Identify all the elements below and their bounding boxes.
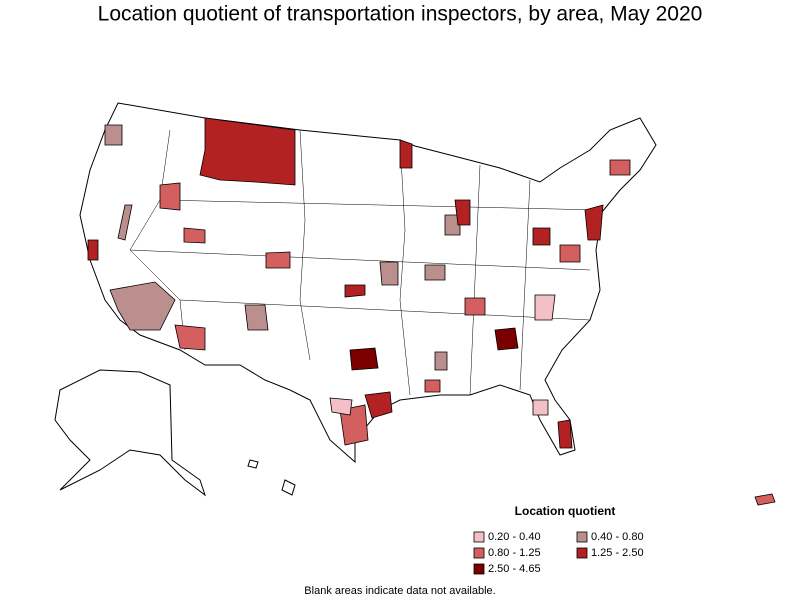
area	[87, 239, 99, 261]
area	[379, 261, 399, 286]
area	[265, 251, 291, 269]
area	[329, 397, 353, 416]
area	[534, 294, 556, 321]
legend-label: 2.50 - 4.65	[488, 563, 541, 575]
area	[609, 159, 631, 176]
area	[199, 117, 296, 186]
state-borders	[299, 129, 311, 361]
area	[754, 493, 776, 506]
area	[424, 379, 441, 393]
state-borders	[179, 299, 591, 321]
area	[584, 204, 604, 241]
state-borders	[469, 164, 481, 396]
area	[349, 347, 379, 371]
area	[364, 391, 393, 419]
state-borders	[159, 199, 601, 211]
area	[434, 351, 448, 371]
map	[54, 102, 776, 506]
area	[532, 227, 551, 246]
state-borders	[519, 179, 531, 391]
area	[183, 227, 206, 244]
area	[244, 304, 269, 331]
legend-swatch	[473, 531, 485, 543]
hawaii	[281, 479, 296, 496]
alaska	[54, 369, 206, 497]
area	[159, 182, 181, 211]
legend-swatch	[576, 531, 588, 543]
area	[464, 297, 486, 316]
area	[174, 324, 206, 351]
state-borders	[399, 139, 411, 396]
area	[454, 199, 471, 226]
legend-swatch	[473, 547, 485, 559]
legend-swatch	[576, 547, 588, 559]
area	[532, 399, 549, 416]
legend: Location quotient 0.20 - 0.40 0.40 - 0.80…	[473, 504, 644, 575]
area	[557, 419, 573, 449]
legend-swatch	[473, 563, 485, 575]
legend-title: Location quotient	[515, 504, 616, 518]
map-title: Location quotient of transportation insp…	[98, 3, 703, 26]
legend-label: 1.25 - 2.50	[591, 547, 644, 559]
area	[424, 264, 446, 281]
area	[344, 284, 366, 298]
area	[117, 204, 133, 241]
footnote: Blank areas indicate data not available.	[304, 585, 495, 597]
area	[444, 214, 461, 236]
area	[399, 139, 413, 169]
area	[109, 281, 176, 331]
area	[494, 327, 519, 351]
hawaii	[247, 459, 259, 469]
area	[559, 244, 581, 263]
area	[339, 404, 369, 446]
state-borders	[129, 249, 591, 271]
legend-label: 0.40 - 0.80	[591, 531, 644, 543]
area	[104, 124, 123, 146]
contiguous-us	[79, 102, 657, 464]
legend-label: 0.20 - 0.40	[488, 531, 541, 543]
legend-label: 0.80 - 1.25	[488, 547, 541, 559]
